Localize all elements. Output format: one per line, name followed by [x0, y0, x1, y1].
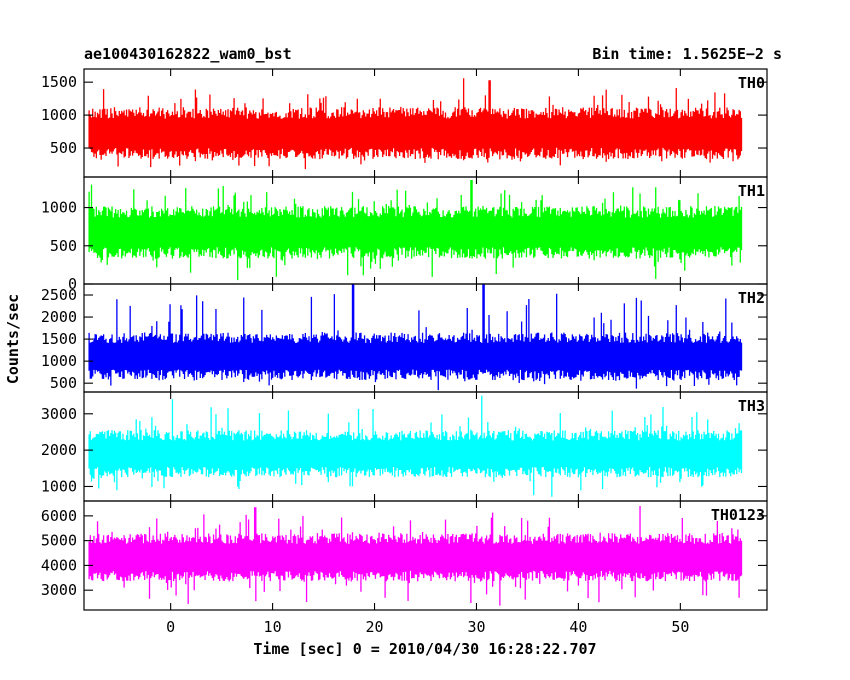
y-tick-label: 6000: [41, 507, 77, 525]
panel-th1: 0 500 1000 TH1: [41, 176, 768, 293]
panel-th0: 500 1000 1500 TH0: [41, 68, 768, 178]
panel-th3: 1000 2000 3000 TH3: [41, 391, 768, 502]
series-th1: [88, 180, 743, 281]
bin-time-label: Bin time: 1.5625E−2 s: [592, 45, 782, 63]
x-tick-label: 10: [264, 618, 282, 636]
x-axis: 0 10 20 30 40 50: [166, 618, 689, 636]
y-tick-label: 500: [50, 374, 77, 392]
panel-label-th1: TH1: [738, 182, 765, 200]
y-tick-label: 5000: [41, 532, 77, 550]
x-tick-label: 0: [166, 618, 175, 636]
y-tick-label: 2000: [41, 441, 77, 459]
panels-group: 500 1000 1500 TH0 0 500 1000 TH1 500 1000 1500 2000…: [41, 68, 768, 611]
series-th0: [88, 78, 743, 170]
y-tick-label: 500: [50, 237, 77, 255]
panel-th0123: 3000 4000 5000 6000 TH0123: [41, 500, 768, 611]
panel-label-th3: TH3: [738, 397, 765, 415]
panel-label-th0123: TH0123: [711, 506, 765, 524]
y-tick-label: 500: [50, 139, 77, 157]
panel-th2: 500 1000 1500 2000 2500 TH2: [41, 283, 768, 393]
y-tick-label: 1000: [41, 199, 77, 217]
panel-label-th0: TH0: [738, 74, 765, 92]
series-th2: [88, 284, 743, 391]
y-tick-label: 1000: [41, 106, 77, 124]
x-axis-label: Time [sec] 0 = 2010/04/30 16:28:22.707: [253, 640, 596, 658]
series-th3: [88, 395, 743, 497]
y-tick-label: 3000: [41, 581, 77, 599]
series-th0123: [88, 505, 743, 606]
panel-frame: [83, 500, 768, 611]
y-tick-label: 1000: [41, 352, 77, 370]
y-tick-label: 1500: [41, 330, 77, 348]
y-tick-label: 2000: [41, 308, 77, 326]
y-axis-label: Counts/sec: [4, 294, 22, 384]
y-tick-label: 1500: [41, 73, 77, 91]
panel-label-th2: TH2: [738, 289, 765, 307]
x-tick-label: 30: [467, 618, 485, 636]
y-tick-label: 0: [68, 275, 77, 293]
y-tick-label: 3000: [41, 405, 77, 423]
y-tick-label: 4000: [41, 556, 77, 574]
x-tick-label: 50: [671, 618, 689, 636]
y-tick-label: 1000: [41, 477, 77, 495]
x-tick-label: 40: [569, 618, 587, 636]
x-tick-label: 20: [365, 618, 383, 636]
y-tick-label: 2500: [41, 286, 77, 304]
chart-title: ae100430162822_wam0_bst: [84, 45, 292, 63]
